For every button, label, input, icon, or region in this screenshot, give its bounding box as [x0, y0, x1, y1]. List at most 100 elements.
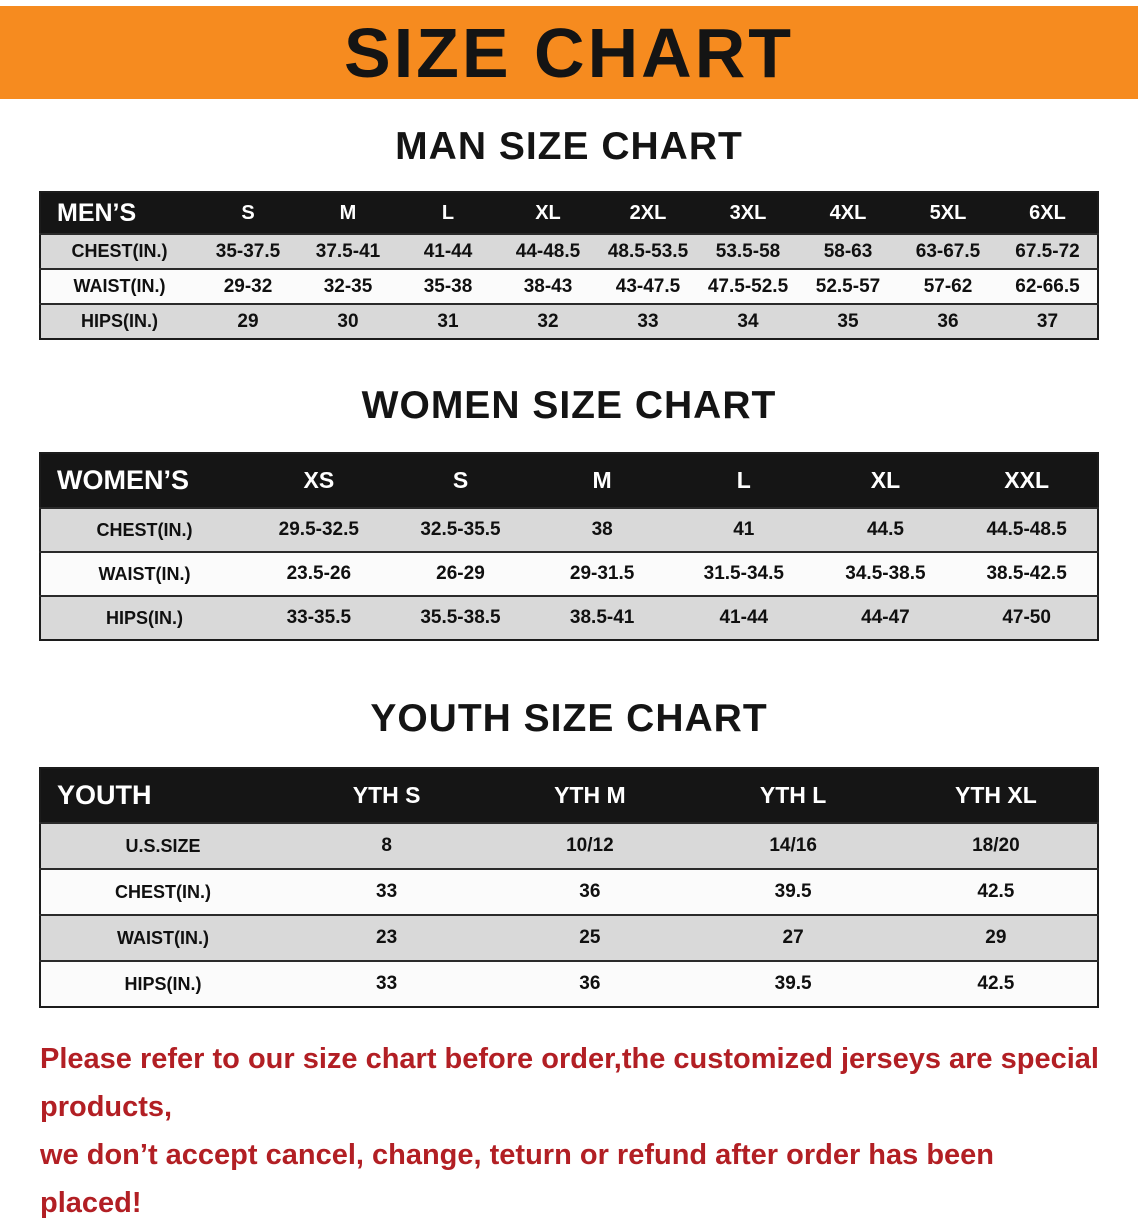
size-value-cell: 44.5-48.5 — [986, 519, 1067, 540]
size-value-cell: 32 — [537, 310, 559, 332]
size-column-header: M — [298, 192, 398, 234]
row-label: CHEST(IN.) — [71, 241, 168, 261]
row-label: HIPS(IN.) — [124, 973, 202, 994]
size-value-cell: 38-43 — [523, 275, 573, 297]
size-value-cell: 38 — [591, 519, 613, 540]
women-size-table: WOMEN’S XS S M L XL XXL CHEST(IN.) 29.5-32.5 32.5… — [39, 452, 1099, 641]
table-row: WAIST(IN.) 23 25 27 29 — [40, 915, 1098, 961]
size-column-header: XL — [498, 192, 598, 234]
size-value-cell: 39.5 — [774, 973, 812, 994]
size-value-cell: 37.5-41 — [315, 240, 381, 262]
size-value-cell: 27 — [782, 927, 804, 948]
row-label: CHEST(IN.) — [115, 881, 211, 902]
size-value-cell: 35-37.5 — [215, 240, 281, 262]
size-value-cell: 41-44 — [719, 607, 769, 628]
size-value-cell: 42.5 — [977, 881, 1015, 902]
size-value-cell: 25 — [579, 927, 601, 948]
row-label: WAIST(IN.) — [73, 276, 166, 296]
table-header-row: MEN’S S M L XL 2XL 3XL 4XL 5XL 6XL — [40, 192, 1098, 234]
table-row: HIPS(IN.) 33 36 39.5 42.5 — [40, 961, 1098, 1007]
size-value-cell: 29 — [985, 927, 1007, 948]
size-value-cell: 47-50 — [1002, 607, 1051, 628]
youth-section-heading: YOUTH SIZE CHART — [370, 697, 768, 740]
table-corner-label: WOMEN’S — [40, 453, 248, 508]
size-value-cell: 33 — [376, 881, 398, 902]
size-column-header: XS — [248, 453, 390, 508]
size-value-cell: 29.5-32.5 — [278, 519, 359, 540]
size-value-cell: 44-47 — [861, 607, 910, 628]
size-column-header: XL — [814, 453, 957, 508]
size-value-cell: 8 — [381, 835, 392, 856]
row-label: U.S.SIZE — [125, 835, 201, 856]
size-value-cell: 14/16 — [769, 835, 817, 856]
size-column-header: L — [398, 192, 498, 234]
size-value-cell: 43-47.5 — [615, 275, 681, 297]
size-column-header: S — [389, 453, 532, 508]
size-value-cell: 23 — [376, 927, 398, 948]
size-value-cell: 44.5 — [866, 519, 904, 540]
size-column-header: YTH S — [285, 768, 489, 823]
table-row: U.S.SIZE 8 10/12 14/16 18/20 — [40, 823, 1098, 869]
size-value-cell: 42.5 — [977, 973, 1015, 994]
size-column-header: XXL — [956, 453, 1098, 508]
size-value-cell: 39.5 — [774, 881, 812, 902]
size-value-cell: 38.5-42.5 — [986, 563, 1067, 584]
size-column-header: 3XL — [698, 192, 798, 234]
size-value-cell: 36 — [579, 973, 601, 994]
size-value-cell: 38.5-41 — [569, 607, 635, 628]
table-row: CHEST(IN.) 29.5-32.5 32.5-35.5 38 41 44.5 44.5… — [40, 508, 1098, 552]
row-label: HIPS(IN.) — [80, 311, 158, 331]
size-value-cell: 37 — [1036, 310, 1059, 332]
size-value-cell: 29-31.5 — [569, 563, 635, 584]
row-label: WAIST(IN.) — [98, 563, 191, 584]
size-value-cell: 58-63 — [823, 240, 873, 262]
size-column-header: 6XL — [998, 192, 1098, 234]
size-value-cell: 10/12 — [566, 835, 614, 856]
size-value-cell: 35-38 — [423, 275, 473, 297]
size-value-cell: 30 — [337, 310, 359, 332]
table-header-row: YOUTH YTH S YTH M YTH L YTH XL — [40, 768, 1098, 823]
size-column-header: YTH M — [488, 768, 692, 823]
size-column-header: YTH L — [691, 768, 895, 823]
notice-line-2: we don’t accept cancel, change, teturn o… — [40, 1138, 994, 1219]
size-value-cell: 31 — [437, 310, 459, 332]
size-value-cell: 33 — [376, 973, 398, 994]
size-value-cell: 63-67.5 — [915, 240, 981, 262]
size-value-cell: 32.5-35.5 — [420, 519, 501, 540]
size-value-cell: 33-35.5 — [286, 607, 352, 628]
size-column-header: 2XL — [598, 192, 698, 234]
size-value-cell: 44-48.5 — [515, 240, 581, 262]
size-column-header: 4XL — [798, 192, 898, 234]
size-value-cell: 34.5-38.5 — [845, 563, 926, 584]
size-value-cell: 52.5-57 — [815, 275, 881, 297]
table-row: WAIST(IN.) 23.5-26 26-29 29-31.5 31.5-34.5 34… — [40, 552, 1098, 596]
row-label: CHEST(IN.) — [96, 519, 193, 540]
size-value-cell: 35 — [837, 310, 859, 332]
size-value-cell: 33 — [637, 310, 659, 332]
women-section-heading: WOMEN SIZE CHART — [361, 384, 777, 427]
size-value-cell: 26-29 — [436, 563, 485, 584]
row-label: WAIST(IN.) — [117, 927, 209, 948]
size-value-cell: 41-44 — [423, 240, 473, 262]
size-value-cell: 53.5-58 — [715, 240, 781, 262]
size-column-header: S — [198, 192, 298, 234]
size-value-cell: 29-32 — [223, 275, 273, 297]
size-chart-page: SIZE CHART MAN SIZE CHART MEN’S S M L XL 2XL 3… — [0, 6, 1138, 1227]
row-label: HIPS(IN.) — [105, 607, 183, 628]
youth-size-table: YOUTH YTH S YTH M YTH L YTH XL U.S.SIZE 8 10/12… — [39, 767, 1099, 1008]
size-value-cell: 18/20 — [972, 835, 1020, 856]
size-column-header: M — [531, 453, 673, 508]
size-value-cell: 62-66.5 — [1015, 275, 1080, 297]
size-value-cell: 34 — [737, 310, 759, 332]
men-size-table: MEN’S S M L XL 2XL 3XL 4XL 5XL 6XL CHEST(IN.) 35-37… — [39, 191, 1099, 340]
table-row: WAIST(IN.) 29-32 32-35 35-38 38-43 43-47.5 47.… — [40, 269, 1098, 304]
table-row: HIPS(IN.) 29 30 31 32 33 34 35 36 37 — [40, 304, 1098, 339]
size-value-cell: 32-35 — [323, 275, 373, 297]
notice-line-1: Please refer to our size chart before or… — [40, 1043, 1099, 1123]
table-header-row: WOMEN’S XS S M L XL XXL — [40, 453, 1098, 508]
size-value-cell: 36 — [579, 881, 601, 902]
size-column-header: 5XL — [898, 192, 998, 234]
size-column-header: YTH XL — [894, 768, 1098, 823]
women-size-section: WOMEN SIZE CHART WOMEN’S XS S M L XL XXL CHEST(… — [0, 384, 1138, 641]
youth-size-section: YOUTH SIZE CHART YOUTH YTH S YTH M YTH L YTH… — [0, 697, 1138, 1008]
